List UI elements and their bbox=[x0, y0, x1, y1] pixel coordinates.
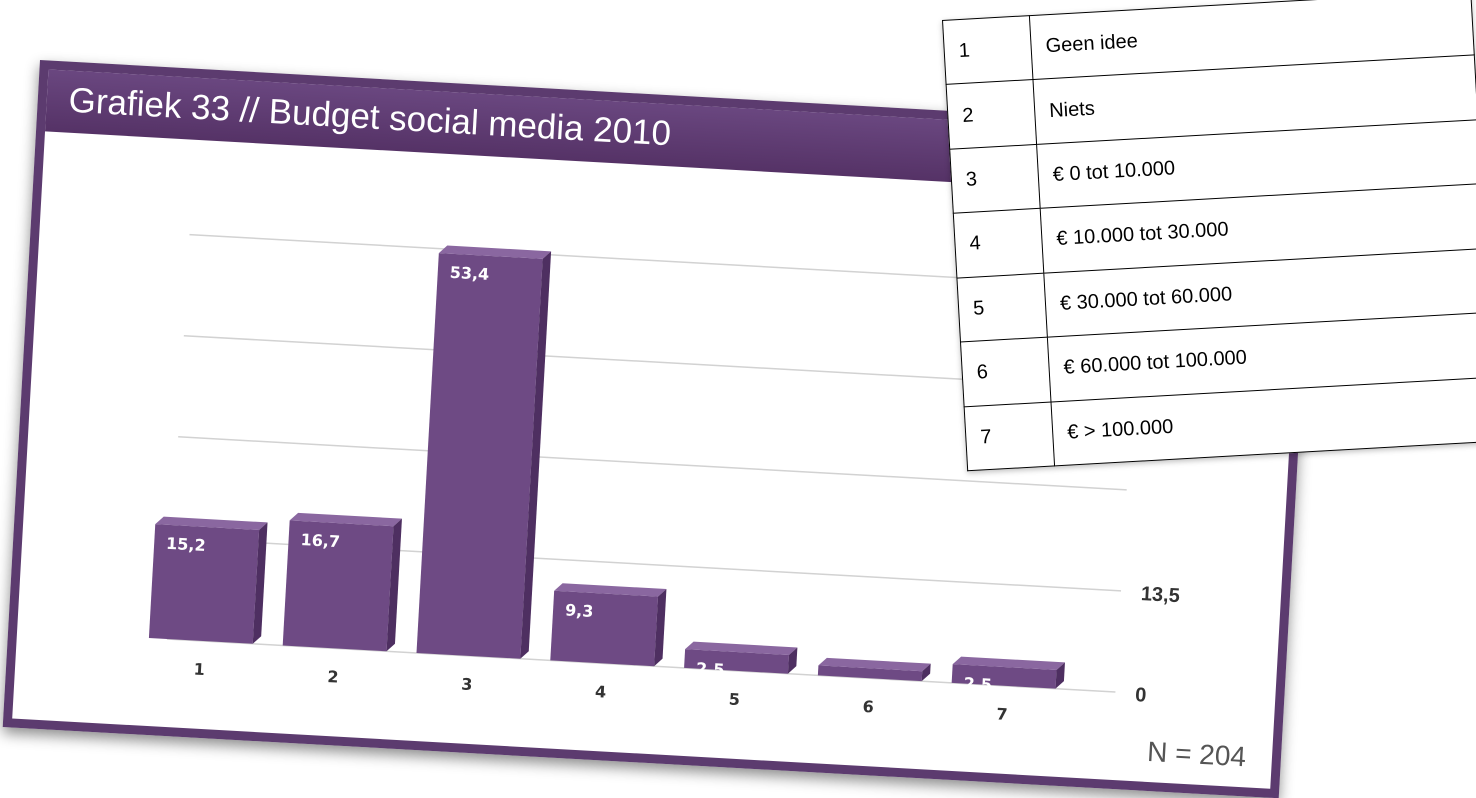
bar-value-label: 15,2 bbox=[166, 534, 206, 555]
bar bbox=[148, 524, 260, 644]
bar-top bbox=[818, 657, 931, 672]
bar bbox=[550, 590, 659, 667]
bar-value-label: ,5 bbox=[829, 675, 847, 695]
y-tick-label: 0 bbox=[1135, 684, 1147, 707]
y-tick-label: 13,5 bbox=[1140, 583, 1180, 607]
bar-side bbox=[654, 589, 667, 667]
legend-table: 1 Geen idee 2 Niets 3 € 0 tot 10.000 4 € 10.000… bbox=[942, 0, 1476, 472]
bar-value-label: 16,7 bbox=[300, 530, 340, 551]
legend-code: 4 bbox=[953, 208, 1044, 278]
bar-side bbox=[787, 647, 798, 674]
bar-side bbox=[1055, 662, 1065, 689]
legend-code: 2 bbox=[946, 79, 1037, 150]
bar-top bbox=[289, 512, 402, 527]
bar-value-label: 9,3 bbox=[565, 600, 594, 621]
legend-code: 3 bbox=[949, 144, 1041, 214]
bar-value-label: 2,5 bbox=[963, 674, 992, 695]
bar-side bbox=[386, 518, 402, 652]
bar-side bbox=[520, 251, 552, 659]
x-tick-label: 3 bbox=[461, 675, 473, 695]
legend-code: 5 bbox=[956, 272, 1048, 343]
legend-code: 7 bbox=[964, 401, 1055, 471]
legend-code: 1 bbox=[942, 15, 1033, 85]
sample-size-label: N = 204 bbox=[1146, 735, 1247, 773]
bar bbox=[817, 665, 923, 682]
x-tick-label: 2 bbox=[327, 667, 339, 687]
bar-value-label: 53,4 bbox=[449, 263, 489, 284]
x-tick-label: 7 bbox=[996, 704, 1008, 724]
bar-value-label: 2,5 bbox=[696, 659, 725, 680]
bar bbox=[282, 520, 394, 652]
bar-side bbox=[252, 522, 268, 644]
bar bbox=[416, 253, 543, 659]
bar-top bbox=[952, 656, 1065, 670]
chart-card: Grafiek 33 // Budget social media 2010 0… bbox=[2, 60, 1317, 798]
x-tick-label: 6 bbox=[862, 697, 874, 717]
legend-code: 6 bbox=[960, 337, 1051, 407]
gridline bbox=[178, 436, 1127, 491]
bar-top bbox=[685, 641, 798, 655]
bar-top bbox=[155, 516, 268, 530]
bar-top bbox=[554, 583, 667, 597]
bar-top bbox=[438, 245, 552, 259]
x-tick-label: 1 bbox=[193, 660, 205, 680]
x-tick-label: 4 bbox=[595, 682, 607, 702]
x-tick-label: 5 bbox=[728, 689, 740, 709]
bar bbox=[684, 649, 789, 674]
bar-side bbox=[921, 663, 931, 682]
bar bbox=[951, 664, 1057, 689]
